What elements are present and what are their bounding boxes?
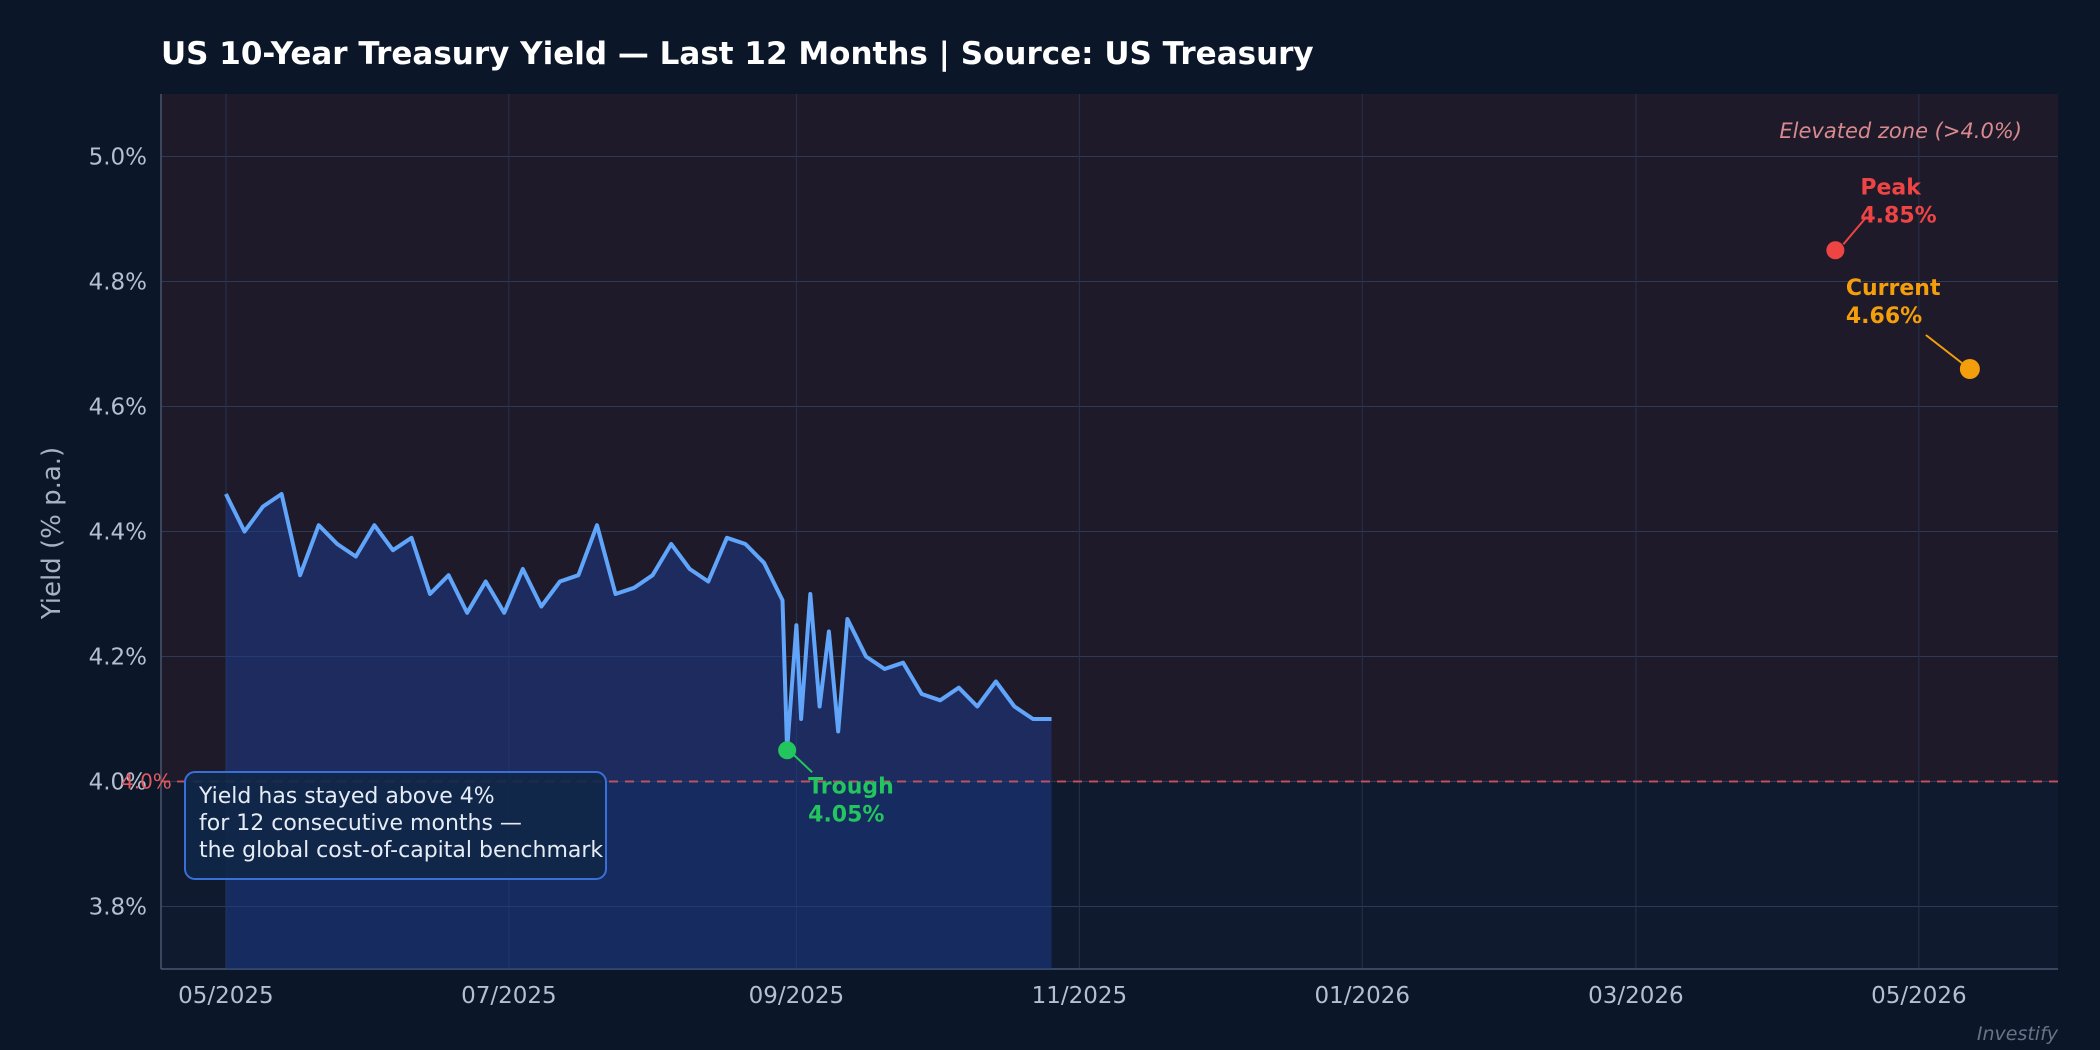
elevated-zone-label: Elevated zone (>4.0%) — [1779, 119, 2022, 143]
peak-label: Peak — [1860, 175, 1922, 200]
y-tick-label: 4.0% — [89, 770, 147, 796]
x-tick-label: 07/2025 — [461, 983, 557, 1009]
note-line: Yield has stayed above 4% — [198, 784, 495, 809]
watermark: Investify — [1977, 1023, 2059, 1045]
threshold-label: 4.0% — [121, 770, 172, 794]
y-tick-label: 5.0% — [89, 145, 147, 171]
current-label: Current — [1846, 276, 1941, 301]
note-line: the global cost-of-capital benchmark — [199, 838, 603, 863]
current-arrow — [1925, 334, 1963, 364]
y-tick-label: 3.8% — [89, 895, 147, 921]
x-tick-label: 05/2026 — [1871, 983, 1967, 1009]
x-tick-label: 01/2026 — [1314, 983, 1410, 1009]
x-tick-label: 03/2026 — [1588, 983, 1684, 1009]
y-axis-label: Yield (% p.a.) — [37, 447, 67, 620]
y-tick-label: 4.4% — [89, 520, 147, 546]
peak-marker — [1826, 241, 1845, 260]
peak-arrow — [1842, 217, 1867, 245]
x-tick-label: 05/2025 — [178, 983, 274, 1009]
yield-line — [224, 492, 1052, 753]
peak-value: 4.85% — [1860, 203, 1936, 228]
x-tick-label: 09/2025 — [749, 983, 845, 1009]
y-tick-label: 4.8% — [89, 270, 147, 296]
trough-arrow — [792, 753, 813, 773]
trough-value: 4.05% — [808, 802, 884, 827]
trough-marker — [778, 741, 797, 760]
y-tick-label: 4.2% — [89, 645, 147, 671]
chart-title: US 10-Year Treasury Yield — Last 12 Mont… — [161, 36, 1314, 72]
trough-label: Trough — [808, 774, 894, 799]
y-tick-label: 4.6% — [89, 395, 147, 421]
plot-area: 3.8% 4.0% 4.2% 4.4% 4.6% 4.8% 5.0% 05/2025 07/20… — [89, 94, 2059, 1045]
current-value: 4.66% — [1846, 304, 1922, 329]
x-tick-label: 11/2025 — [1032, 983, 1128, 1009]
current-marker — [1959, 359, 1980, 379]
note-line: for 12 consecutive months — — [199, 811, 522, 836]
note-box — [184, 771, 607, 880]
